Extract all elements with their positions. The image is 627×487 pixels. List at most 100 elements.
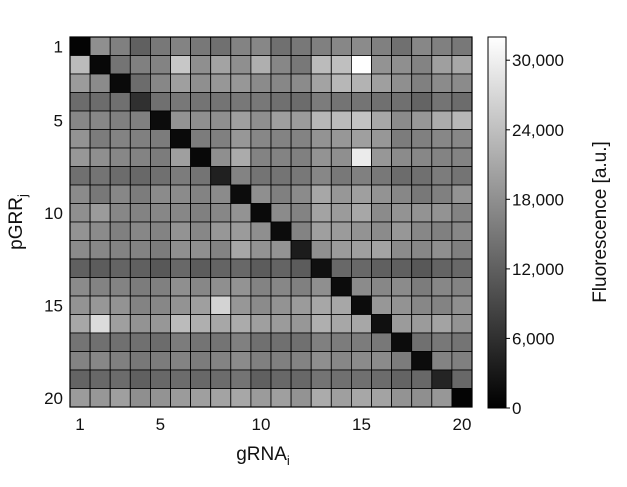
heatmap-cell-r11-c17 — [391, 221, 413, 241]
heatmap-cell-r6-c12 — [290, 129, 312, 149]
heatmap-cell-r9-c13 — [310, 184, 332, 204]
heatmap-cell-r14-c19 — [431, 277, 453, 297]
heatmap-cell-r1-c12 — [290, 36, 312, 56]
heatmap-cell-r7-c9 — [230, 147, 252, 167]
heatmap-cell-r8-c17 — [391, 166, 413, 186]
colorbar-tick-label: 12,000 — [512, 260, 564, 279]
heatmap-cell-r13-c6 — [170, 258, 192, 278]
heatmap-cell-r10-c15 — [350, 203, 372, 223]
heatmap-cell-r10-c12 — [290, 203, 312, 223]
heatmap-cell-r1-c6 — [170, 36, 192, 56]
heatmap-cell-r8-c10 — [250, 166, 272, 186]
heatmap-cell-r11-c5 — [149, 221, 171, 241]
heatmap-cell-r11-c20 — [451, 221, 473, 241]
heatmap-cell-r18-c20 — [451, 351, 473, 371]
x-tick-label: 1 — [75, 415, 84, 434]
heatmap-cell-r2-c11 — [270, 55, 292, 75]
heatmap-cell-r2-c12 — [290, 55, 312, 75]
heatmap-cell-r15-c13 — [310, 295, 332, 315]
heatmap-cell-r10-c16 — [371, 203, 393, 223]
heatmap-cell-r10-c6 — [170, 203, 192, 223]
heatmap-cell-r20-c1 — [69, 388, 91, 408]
heatmap-cell-r11-c10 — [250, 221, 272, 241]
heatmap-cell-r9-c12 — [290, 184, 312, 204]
heatmap-cell-r13-c11 — [270, 258, 292, 278]
heatmap-cell-r18-c17 — [391, 351, 413, 371]
heatmap-cell-r9-c16 — [371, 184, 393, 204]
heatmap-cell-r4-c7 — [190, 92, 212, 112]
heatmap-cell-r3-c10 — [250, 73, 272, 93]
heatmap-cell-r15-c2 — [89, 295, 111, 315]
heatmap-cell-r2-c6 — [170, 55, 192, 75]
heatmap-cell-r16-c7 — [190, 314, 212, 334]
heatmap-cell-r17-c18 — [411, 332, 433, 352]
heatmap-cell-r16-c1 — [69, 314, 91, 334]
heatmap-cell-r18-c12 — [290, 351, 312, 371]
heatmap-cell-r7-c4 — [129, 147, 151, 167]
heatmap-cell-r18-c16 — [371, 351, 393, 371]
heatmap-cell-r11-c13 — [310, 221, 332, 241]
heatmap-cell-r19-c4 — [129, 369, 151, 389]
heatmap-cell-r9-c6 — [170, 184, 192, 204]
heatmap-cell-r12-c19 — [431, 240, 453, 260]
heatmap-cell-r6-c18 — [411, 129, 433, 149]
heatmap-cell-r12-c12 — [290, 240, 312, 260]
heatmap-cell-r14-c15 — [350, 277, 372, 297]
heatmap-cell-r17-c5 — [149, 332, 171, 352]
heatmap-cell-r6-c15 — [350, 129, 372, 149]
heatmap-cell-r12-c17 — [391, 240, 413, 260]
heatmap-cell-r1-c19 — [431, 36, 453, 56]
heatmap-cell-r17-c6 — [170, 332, 192, 352]
heatmap-cell-r14-c12 — [290, 277, 312, 297]
heatmap-cell-r2-c14 — [330, 55, 352, 75]
heatmap-cell-r19-c5 — [149, 369, 171, 389]
heatmap-cell-r9-c15 — [350, 184, 372, 204]
heatmap-cell-r14-c9 — [230, 277, 252, 297]
heatmap-cell-r19-c13 — [310, 369, 332, 389]
heatmap-cell-r18-c4 — [129, 351, 151, 371]
heatmap-cell-r15-c6 — [170, 295, 192, 315]
heatmap-cell-r4-c11 — [270, 92, 292, 112]
heatmap-cell-r4-c5 — [149, 92, 171, 112]
heatmap-cell-r2-c15 — [350, 55, 372, 75]
heatmap-cell-r1-c8 — [210, 36, 232, 56]
heatmap-cell-r15-c11 — [270, 295, 292, 315]
heatmap-cell-r14-c8 — [210, 277, 232, 297]
heatmap-cell-r13-c16 — [371, 258, 393, 278]
heatmap-cell-r12-c2 — [89, 240, 111, 260]
heatmap-cell-r7-c5 — [149, 147, 171, 167]
heatmap-cell-r4-c12 — [290, 92, 312, 112]
heatmap-cell-r7-c20 — [451, 147, 473, 167]
heatmap-cell-r9-c3 — [109, 184, 131, 204]
heatmap-cell-r11-c8 — [210, 221, 232, 241]
colorbar-tick-label: 18,000 — [512, 190, 564, 209]
heatmap-cell-r11-c19 — [431, 221, 453, 241]
heatmap-cell-r11-c4 — [129, 221, 151, 241]
heatmap-cell-r20-c20 — [451, 388, 473, 408]
heatmap-cell-r4-c18 — [411, 92, 433, 112]
heatmap-cell-r1-c7 — [190, 36, 212, 56]
heatmap-cell-r13-c5 — [149, 258, 171, 278]
heatmap-cell-r10-c8 — [210, 203, 232, 223]
colorbar-ticks: 0 6,000 12,000 18,000 24,000 30,000 — [506, 51, 564, 418]
heatmap-cell-r13-c15 — [350, 258, 372, 278]
heatmap-cell-r15-c10 — [250, 295, 272, 315]
x-axis-label: gRNAi — [236, 444, 290, 468]
heatmap-cell-r7-c17 — [391, 147, 413, 167]
heatmap-cell-r10-c5 — [149, 203, 171, 223]
heatmap-cell-r10-c10 — [250, 203, 272, 223]
heatmap-cell-r5-c2 — [89, 110, 111, 130]
heatmap-cell-r12-c14 — [330, 240, 352, 260]
heatmap-cell-r18-c7 — [190, 351, 212, 371]
heatmap-cell-r13-c8 — [210, 258, 232, 278]
heatmap-cell-r17-c17 — [391, 332, 413, 352]
y-tick-label: 5 — [54, 111, 63, 130]
heatmap-cell-r3-c19 — [431, 73, 453, 93]
heatmap-cell-r11-c11 — [270, 221, 292, 241]
heatmap-cell-r5-c3 — [109, 110, 131, 130]
heatmap-cell-r16-c19 — [431, 314, 453, 334]
heatmap-cell-r18-c18 — [411, 351, 433, 371]
heatmap-cell-r19-c3 — [109, 369, 131, 389]
heatmap-cell-r17-c1 — [69, 332, 91, 352]
heatmap-cell-r18-c13 — [310, 351, 332, 371]
